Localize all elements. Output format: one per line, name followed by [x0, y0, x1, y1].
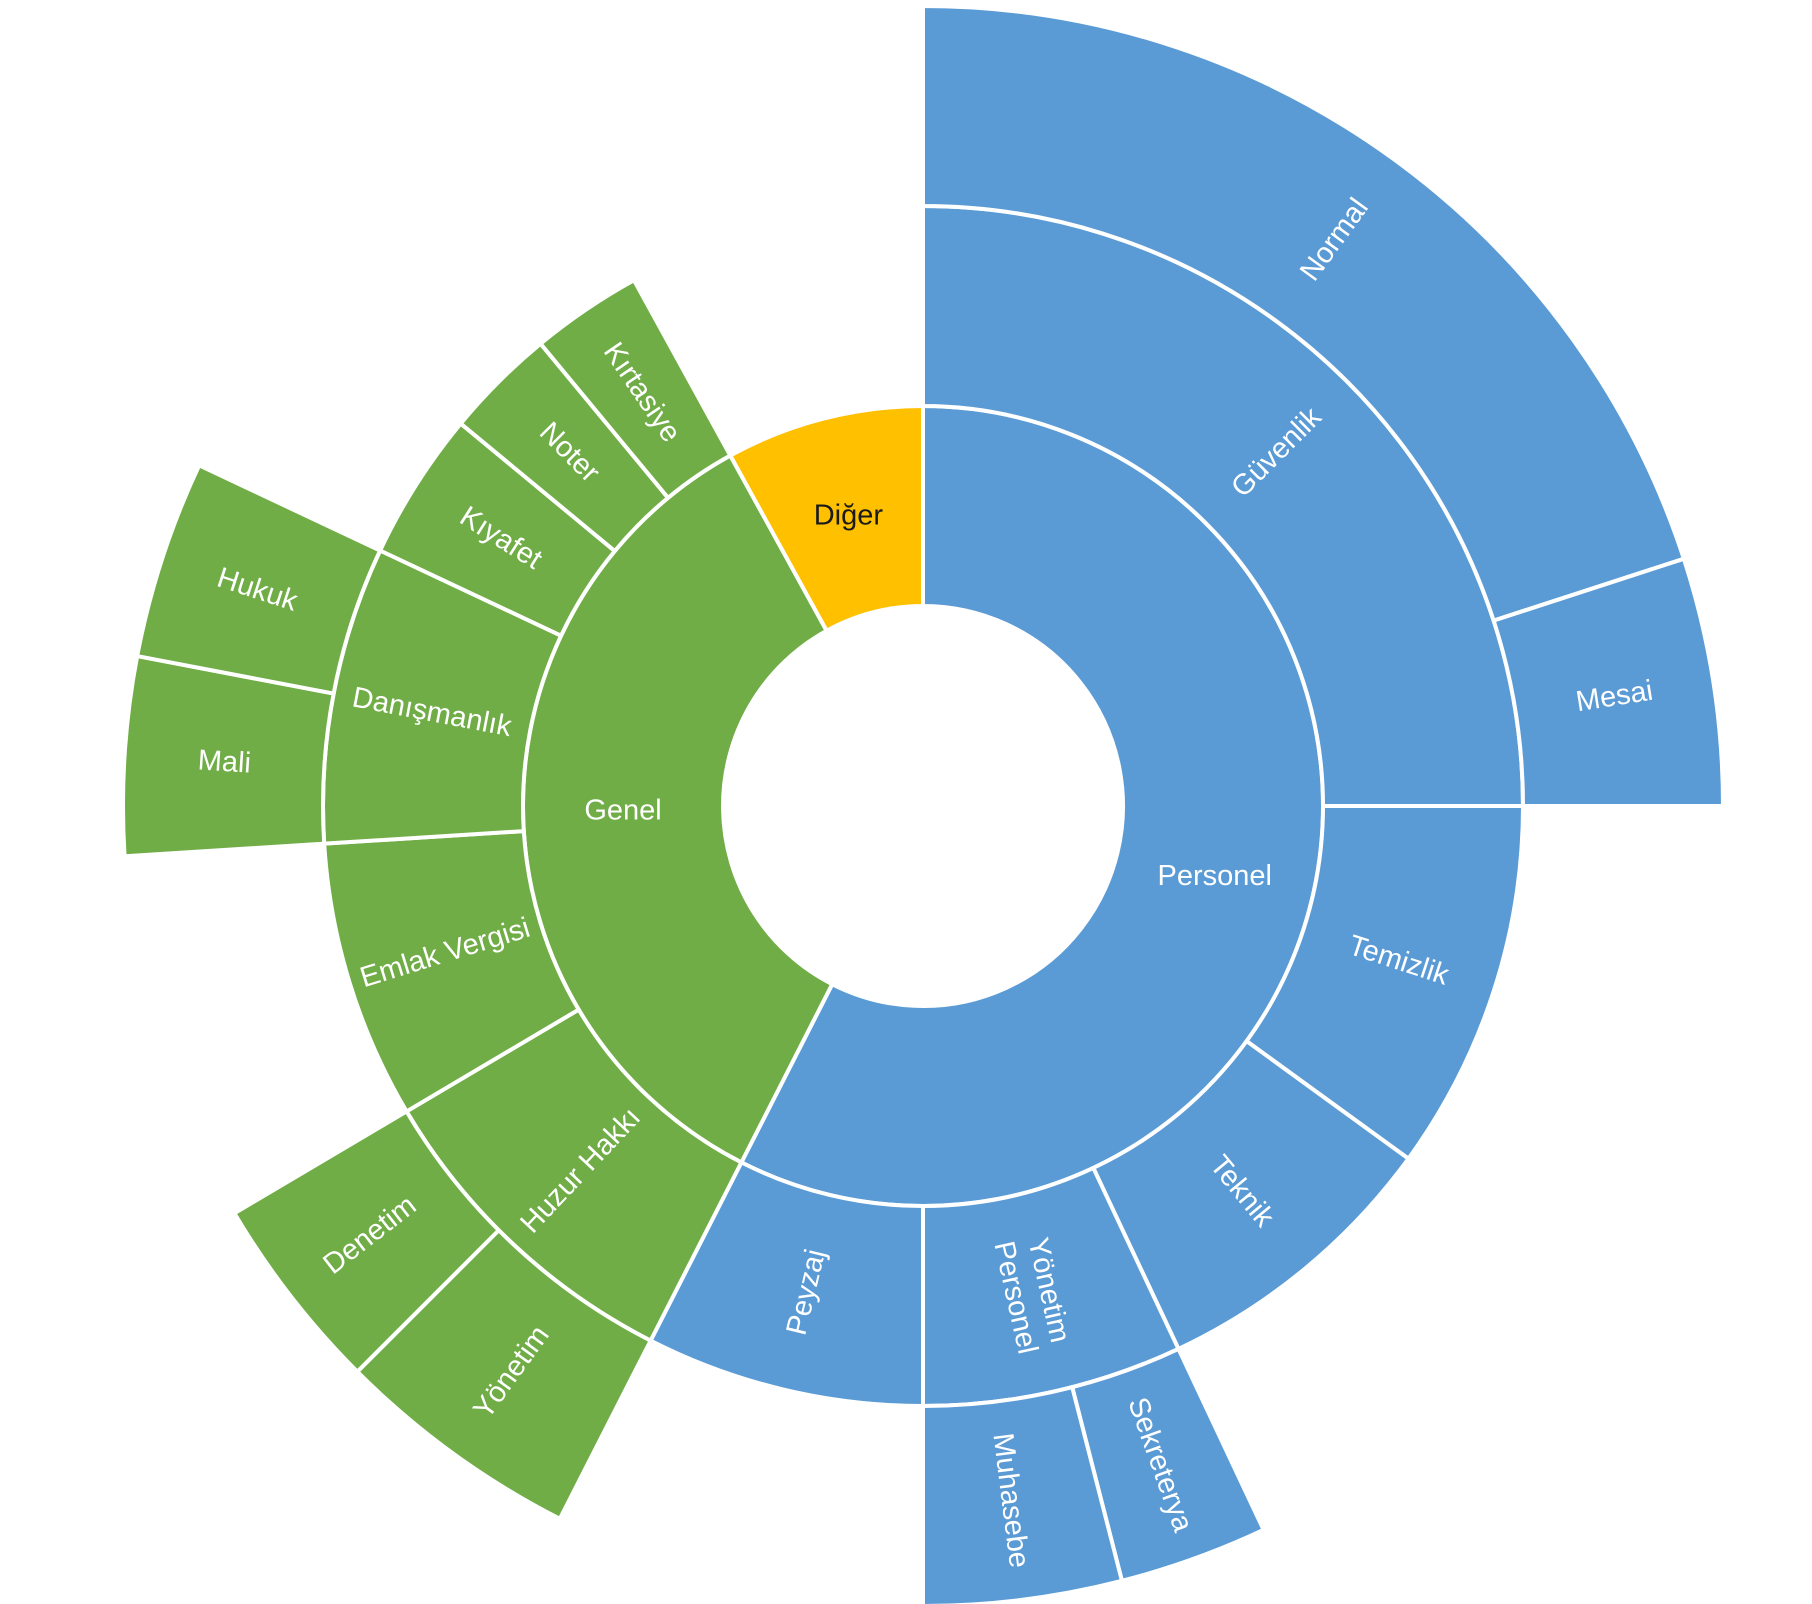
label-mali: Mali	[197, 744, 252, 779]
label-diger: Diğer	[814, 499, 884, 531]
segment-mesai[interactable]	[1491, 556, 1725, 808]
label-genel: Genel	[584, 795, 661, 827]
segment-normal[interactable]	[921, 4, 1686, 623]
segment-hukuk[interactable]	[135, 463, 383, 696]
segment-diger[interactable]	[728, 404, 925, 633]
label-personel: Personel	[1157, 860, 1271, 892]
sunburst-segments	[121, 4, 1725, 1604]
segment-denetim[interactable]	[232, 1109, 501, 1374]
segment-kirtasiye[interactable]	[538, 278, 733, 500]
segment-muhasebe[interactable]	[921, 1385, 1124, 1604]
